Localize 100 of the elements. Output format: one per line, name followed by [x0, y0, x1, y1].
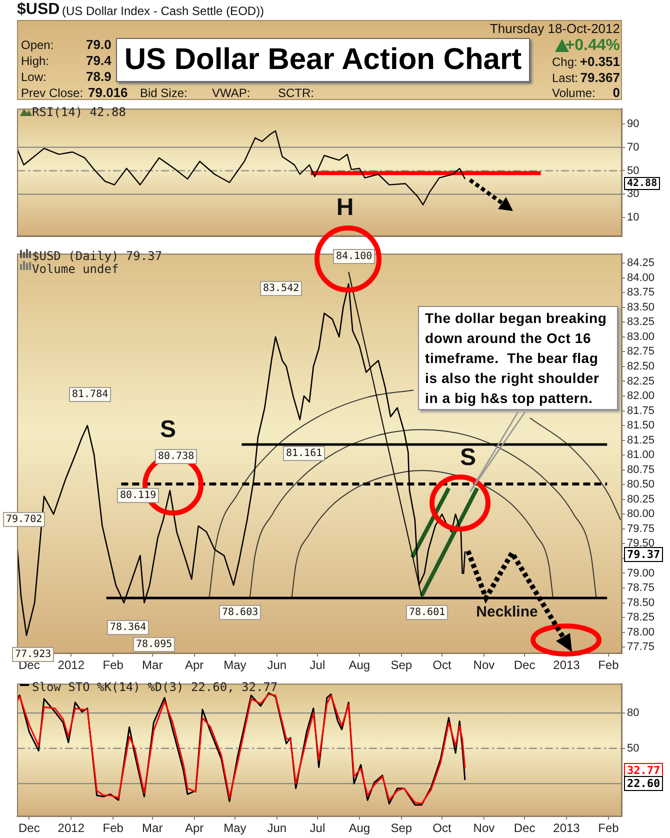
x-tick-label: Nov: [473, 658, 495, 672]
text: 0: [612, 85, 620, 100]
y-tick-label: 80.50: [627, 478, 655, 491]
y-tick-label: 82.50: [627, 360, 655, 372]
y-tick-label: 90: [627, 118, 640, 130]
y-tick-label: 50: [627, 742, 640, 754]
x-tick-label: May: [224, 821, 246, 836]
y-tick-label: 83.25: [627, 316, 655, 328]
annotation: 78.601: [406, 605, 448, 620]
x-tick-label: Jun: [267, 658, 287, 672]
annotation: Volume undef: [32, 262, 119, 276]
x-tick-label: Feb: [102, 658, 124, 672]
x-tick-label: May: [224, 658, 246, 672]
text: +0.44%: [565, 37, 620, 54]
y-tick-label: 81.00: [627, 449, 655, 462]
x-tick-label: 2012: [58, 658, 85, 672]
x-tick-label: Nov: [473, 821, 495, 836]
x-tick-label: Apr: [184, 821, 204, 836]
y-tick-label: 80.75: [627, 464, 655, 476]
annotation: The dollar began breaking down around the Oct 16 timeframe. The bear flag is also the right shoulder in a big h&s top pattern.: [418, 306, 618, 410]
x-tick-label: 2013: [553, 821, 580, 836]
y-tick-label: 10: [627, 212, 640, 224]
text: 42.88: [624, 177, 660, 190]
y-tick-label: 82.00: [627, 390, 655, 402]
x-tick-label: Jun: [267, 821, 287, 836]
x-tick-label: Dec: [514, 821, 536, 836]
y-tick-label: 81.50: [627, 420, 655, 432]
y-tick-label: 81.25: [627, 434, 655, 446]
x-tick-label: 2012: [58, 821, 85, 836]
x-tick-label: Aug: [348, 658, 370, 672]
annotation: 77.923: [12, 647, 54, 662]
x-tick-label: Aug: [348, 821, 370, 836]
text: 79.37: [624, 547, 664, 562]
text: Prev Close:: [21, 86, 84, 100]
annotation: 81.784: [69, 387, 112, 402]
y-tick-label: 70: [627, 141, 640, 154]
y-tick-label: 78.00: [627, 626, 655, 638]
y-tick-label: 78.50: [627, 596, 655, 609]
text: 79.367: [580, 70, 620, 85]
x-tick-label: Jul: [310, 821, 326, 836]
annotation: 78.364: [107, 620, 150, 635]
x-tick-label: Apr: [184, 658, 204, 672]
annotation: S: [460, 444, 476, 472]
annotation: RSI(14) 42.88: [32, 105, 126, 119]
text: 79.016: [88, 85, 128, 100]
annotation: Slow STO %K(14) %D(3) 22.60, 32.77: [32, 680, 278, 694]
text: Low:: [21, 70, 46, 84]
y-tick-label: 81.75: [627, 404, 655, 417]
text: Thursday 18-Oct-2012: [490, 21, 620, 36]
y-tick-label: 84.00: [627, 272, 655, 284]
y-tick-label: 80.00: [627, 508, 655, 520]
text: High:: [21, 54, 50, 68]
text: 79.0: [86, 37, 112, 52]
text: Bid Size:: [140, 86, 188, 100]
text: 79.4: [86, 53, 112, 68]
x-tick-label: 2013: [553, 658, 580, 672]
y-tick-label: 79.00: [627, 567, 655, 580]
text: 22.60: [624, 776, 664, 791]
annotation: 80.738: [155, 449, 198, 464]
annotation: $USD (Daily) 79.37: [32, 249, 162, 263]
text: Volume:: [552, 86, 596, 100]
y-tick-label: 79.50: [627, 538, 655, 550]
text: Open:: [21, 38, 54, 52]
x-tick-label: Sep: [390, 821, 412, 836]
text: Chg:: [552, 55, 578, 69]
y-tick-label: 78.25: [627, 612, 655, 624]
text: $USD: [17, 1, 60, 18]
annotation: 81.161: [283, 446, 326, 461]
y-tick-label: 82.75: [627, 346, 655, 358]
text: +0.351: [580, 54, 620, 69]
annotation: 78.095: [133, 637, 176, 652]
y-tick-label: 83.00: [627, 330, 655, 343]
annotation: 80.119: [117, 488, 160, 503]
annotation: 79.702: [3, 512, 46, 527]
x-tick-label: Mar: [142, 658, 163, 672]
x-tick-label: Dec: [514, 658, 536, 672]
text: SCTR:: [278, 86, 314, 100]
x-tick-label: Sep: [390, 658, 412, 672]
y-tick-label: 84.25: [627, 257, 655, 270]
x-tick-label: Oct: [432, 658, 452, 672]
text: Last:: [552, 71, 578, 85]
x-tick-label: Oct: [432, 821, 452, 836]
y-tick-label: 50: [627, 164, 640, 177]
y-tick-label: 80.25: [627, 493, 655, 506]
annotation: 78.603: [219, 605, 262, 620]
x-tick-label: Jul: [310, 658, 326, 672]
text: 78.9: [86, 69, 112, 84]
y-tick-label: 78.75: [627, 582, 655, 594]
y-tick-label: 82.25: [627, 375, 655, 388]
text: (US Dollar Index - Cash Settle (EOD)): [62, 4, 264, 18]
text: 32.77: [624, 763, 664, 778]
annotation: S: [160, 416, 176, 444]
y-tick-label: 83.75: [627, 286, 655, 299]
text: VWAP:: [212, 86, 250, 100]
x-tick-label: Feb: [102, 821, 124, 836]
annotation: 84.100: [333, 249, 376, 264]
x-tick-label: Dec: [18, 821, 40, 836]
y-tick-label: 83.50: [627, 301, 655, 314]
text: US Dollar Bear Action Chart: [116, 38, 530, 82]
annotation: Neckline: [476, 604, 538, 620]
